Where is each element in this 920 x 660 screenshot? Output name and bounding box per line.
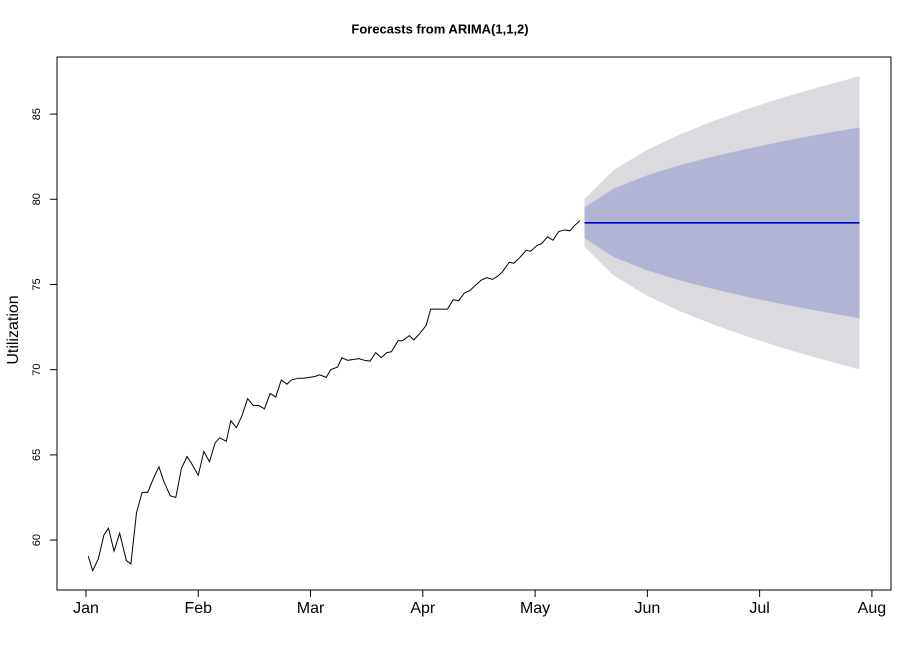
- y-tick-label: 70: [31, 364, 43, 376]
- x-tick-label: Aug: [858, 600, 886, 617]
- x-tick-label: Apr: [410, 600, 436, 617]
- x-tick-label: Mar: [297, 600, 325, 617]
- y-tick-label: 80: [31, 193, 43, 205]
- chart-title: Forecasts from ARIMA(1,1,2): [351, 21, 528, 36]
- plot-frame: [56, 56, 892, 591]
- series-line: [87, 220, 581, 573]
- y-tick-label: 85: [31, 108, 43, 120]
- x-tick-label: Jun: [634, 600, 660, 617]
- x-tick-label: May: [520, 600, 550, 617]
- y-tick-label: 75: [31, 278, 43, 290]
- y-axis-label: Utilization: [5, 295, 22, 364]
- y-tick-label: 60: [31, 534, 43, 546]
- x-tick-label: Jul: [749, 600, 769, 617]
- y-tick-label: 65: [31, 449, 43, 461]
- x-tick-label: Feb: [184, 600, 212, 617]
- x-tick-label: Jan: [73, 600, 99, 617]
